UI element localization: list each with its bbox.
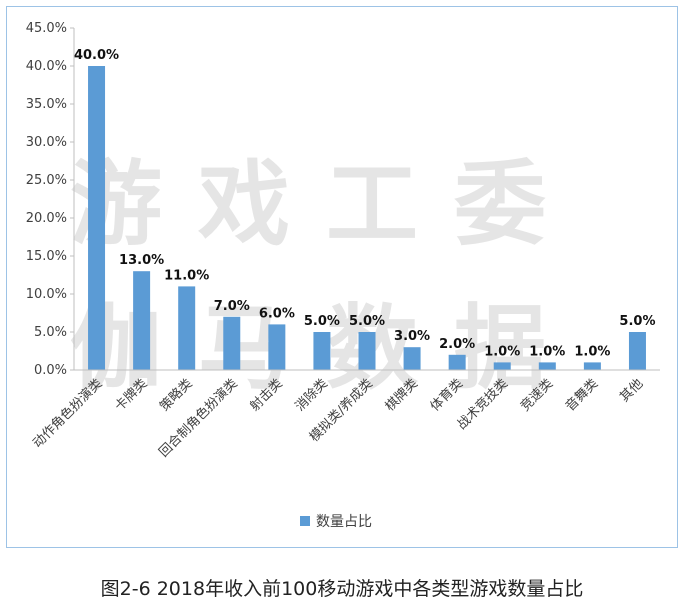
y-axis: 0.0% 5.0% 10.0% 15.0% 20.0% 25.0% 30.0% 35.0% 40…: [26, 21, 75, 378]
bar: [178, 286, 196, 370]
bar: [583, 362, 601, 370]
data-label: 5.0%: [619, 314, 655, 329]
data-label: 6.0%: [259, 306, 295, 321]
x-tick-label: 动作角色扮演类: [30, 376, 106, 452]
x-tick-label: 竞速类: [517, 376, 556, 415]
bar: [133, 271, 151, 370]
x-tick-label: 回合制角色扮演类: [156, 376, 241, 461]
data-label: 11.0%: [164, 268, 209, 283]
y-tick-label: 20.0%: [26, 211, 67, 226]
x-tick-label: 策略类: [157, 376, 196, 415]
x-tick-label: 棋牌类: [382, 376, 421, 415]
data-label: 1.0%: [529, 344, 565, 359]
x-tick-label: 消除类: [293, 376, 331, 414]
data-label: 5.0%: [349, 314, 385, 329]
legend-label: 数量占比: [316, 514, 372, 530]
figure-caption: 图2-6 2018年收入前100移动游戏中各类型游戏数量占比: [100, 578, 584, 600]
data-label: 13.0%: [119, 253, 164, 268]
bar: [538, 362, 556, 370]
x-tick-label: 音舞类: [562, 376, 601, 415]
y-tick-label: 5.0%: [34, 325, 67, 340]
chart-frame: [6, 6, 678, 548]
legend: 数量占比: [300, 514, 372, 530]
data-label: 2.0%: [439, 337, 475, 352]
y-tick-label: 0.0%: [34, 363, 67, 378]
y-tick-label: 30.0%: [26, 135, 67, 150]
bar: [358, 332, 376, 370]
bar: [223, 316, 241, 370]
bars: [88, 66, 646, 370]
bar: [493, 362, 511, 370]
y-tick-label: 40.0%: [26, 59, 67, 74]
bar: [313, 332, 331, 370]
data-label: 1.0%: [484, 344, 520, 359]
y-tick-label: 45.0%: [26, 21, 67, 36]
bar: [448, 354, 466, 370]
bar: [403, 347, 421, 370]
y-tick-label: 10.0%: [26, 287, 67, 302]
bar: [628, 332, 646, 370]
x-tick-label: 体育类: [427, 376, 466, 415]
y-tick-label: 15.0%: [26, 249, 67, 264]
data-label: 5.0%: [304, 314, 340, 329]
bar: [88, 66, 106, 370]
x-tick-label: 其他: [617, 376, 646, 405]
bar-chart: 0.0% 5.0% 10.0% 15.0% 20.0% 25.0% 30.0% 35.0% 40…: [26, 21, 660, 530]
data-label: 1.0%: [574, 344, 610, 359]
legend-swatch: [300, 516, 310, 526]
x-tick-label: 射击类: [247, 376, 286, 415]
y-tick-label: 35.0%: [26, 97, 67, 112]
data-label: 40.0%: [74, 48, 119, 63]
data-labels: 40.0% 13.0%11.0% 7.0% 6.0% 5.0% 5.0% 3.0% 2.0% 1…: [74, 48, 656, 359]
y-tick-label: 25.0%: [26, 173, 67, 188]
data-label: 3.0%: [394, 329, 430, 344]
data-label: 7.0%: [214, 299, 250, 314]
x-tick-label: 卡牌类: [112, 376, 151, 415]
bar: [268, 324, 286, 370]
